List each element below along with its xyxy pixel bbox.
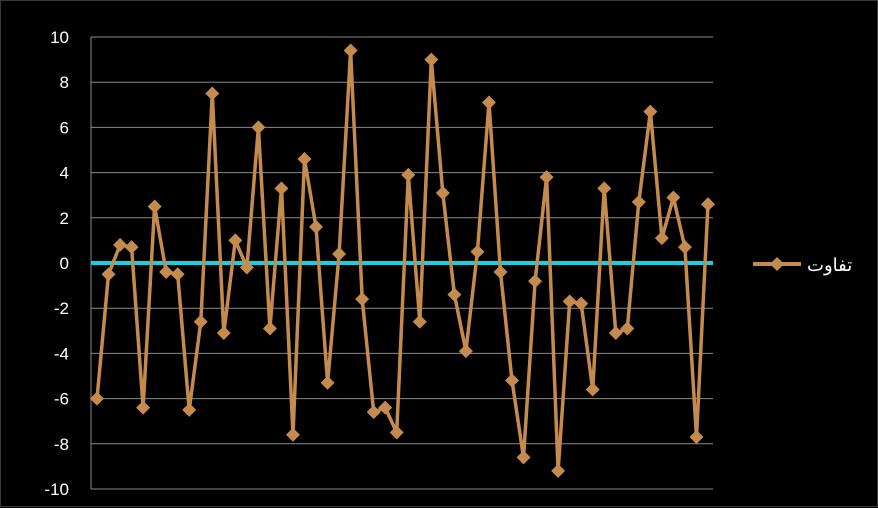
data-point-marker	[90, 391, 104, 406]
y-tick-label: 4	[60, 164, 69, 183]
data-point-marker	[159, 265, 174, 280]
data-point-marker	[470, 244, 485, 259]
data-point-marker	[170, 267, 185, 282]
y-tick-label: 0	[60, 254, 69, 273]
y-axis-tick-labels: 10 8 6 4 2 0 -2 -4 -6 -8 -10	[44, 28, 69, 499]
data-point-marker	[701, 197, 715, 212]
y-tick-label: -4	[54, 344, 69, 363]
data-point-marker	[562, 294, 577, 309]
data-point-marker	[262, 321, 277, 336]
legend-diamond-marker	[770, 257, 784, 271]
data-point-marker	[654, 231, 669, 246]
data-point-marker	[597, 181, 612, 196]
data-point-marker	[585, 382, 600, 397]
data-point-marker	[343, 43, 358, 58]
y-tick-label: -8	[54, 435, 69, 454]
data-point-marker	[608, 326, 623, 341]
data-point-marker	[251, 120, 266, 135]
data-point-marker	[136, 400, 151, 415]
y-tick-label: 8	[60, 73, 69, 92]
data-point-marker	[332, 246, 347, 261]
data-point-marker	[309, 219, 324, 234]
data-point-marker	[216, 326, 231, 341]
series-line-group	[95, 50, 710, 472]
data-point-marker	[620, 321, 635, 336]
data-point-marker	[366, 405, 381, 420]
data-point-marker	[124, 240, 139, 255]
data-point-marker	[631, 194, 646, 209]
data-point-marker	[505, 373, 520, 388]
y-tick-label: -2	[54, 299, 69, 318]
y-tick-label: 6	[60, 118, 69, 137]
data-point-marker	[147, 199, 162, 214]
legend-series-label: تفاوت	[807, 255, 852, 276]
data-point-marker	[297, 152, 312, 167]
data-point-marker	[574, 296, 589, 311]
data-point-marker	[193, 314, 208, 329]
data-point-marker	[113, 237, 128, 252]
y-tick-label: -6	[54, 390, 69, 409]
data-point-marker	[493, 265, 508, 280]
data-point-marker	[205, 86, 220, 101]
data-point-marker	[539, 170, 554, 185]
data-point-marker	[481, 95, 496, 110]
data-point-marker	[389, 425, 404, 440]
data-point-marker	[182, 402, 197, 417]
legend: تفاوت	[753, 255, 852, 276]
y-tick-label: 10	[50, 28, 69, 47]
data-point-marker	[239, 260, 254, 275]
data-point-marker	[355, 292, 370, 307]
data-point-marker	[435, 185, 450, 200]
data-point-marker	[424, 52, 439, 67]
data-point-marker	[528, 274, 543, 289]
data-point-marker	[401, 167, 416, 182]
series-markers	[90, 43, 715, 478]
data-point-marker	[551, 463, 566, 478]
data-point-marker	[666, 190, 681, 205]
data-point-marker	[412, 314, 427, 329]
data-point-marker	[101, 267, 116, 282]
data-point-marker	[643, 104, 658, 119]
data-point-marker	[689, 430, 704, 445]
data-point-marker	[447, 287, 462, 302]
y-tick-label: 2	[60, 209, 69, 228]
data-point-marker	[274, 181, 289, 196]
y-tick-label: -10	[44, 480, 69, 499]
data-point-marker	[320, 375, 335, 390]
data-point-marker	[458, 344, 473, 359]
data-point-marker	[285, 427, 300, 442]
series-line	[95, 50, 710, 472]
data-point-marker	[228, 233, 243, 248]
data-point-marker	[677, 240, 692, 255]
data-point-marker	[516, 450, 531, 465]
data-point-marker	[378, 400, 393, 415]
